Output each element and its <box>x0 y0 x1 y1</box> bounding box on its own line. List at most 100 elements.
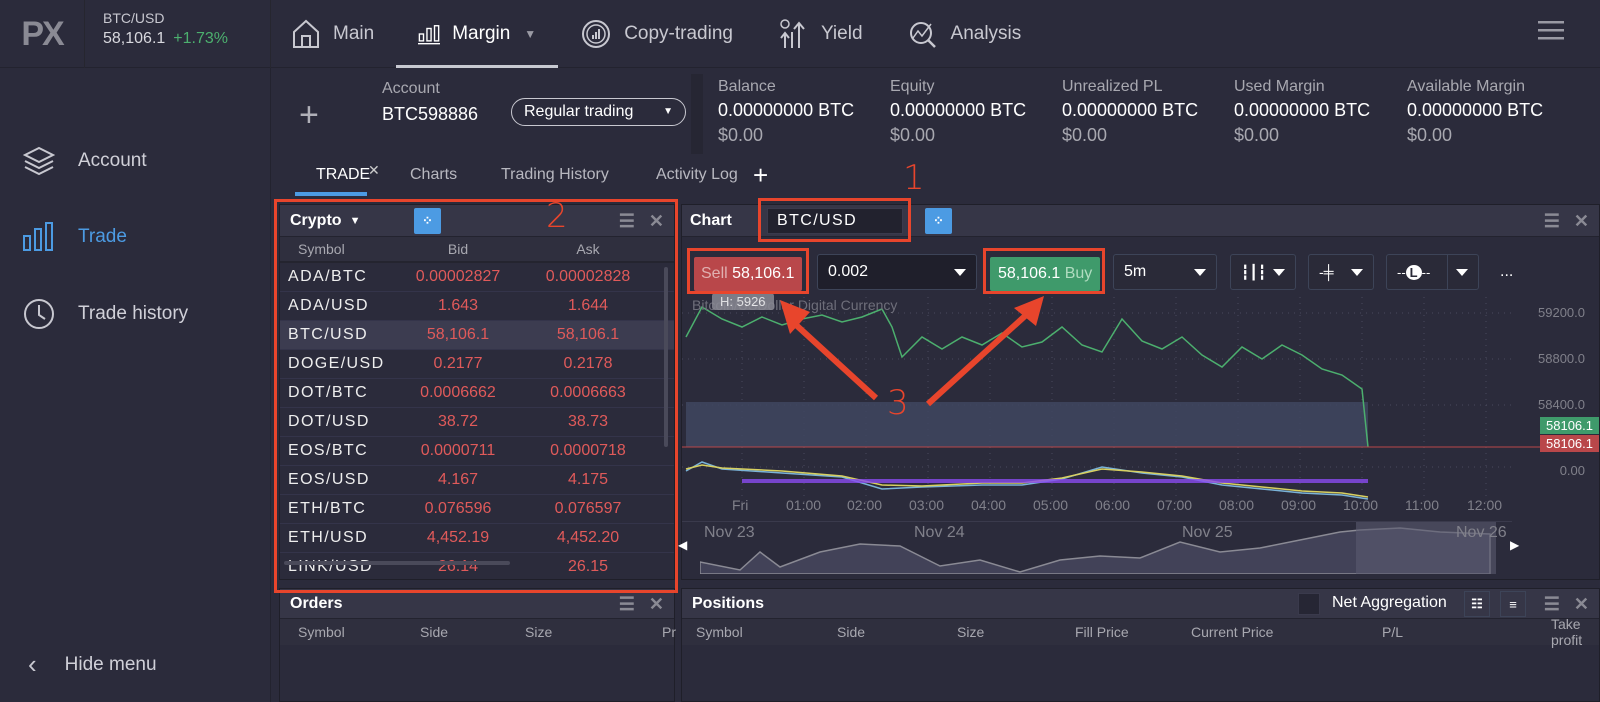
nav-analysis[interactable]: Analysis <box>885 0 1044 68</box>
chevron-down-icon: ▼ <box>524 27 537 41</box>
vertical-scrollbar[interactable] <box>664 267 668 447</box>
scroll-right-icon[interactable]: ▶ <box>1510 538 1520 552</box>
table-row[interactable]: BTC/USD 58,106.1 58,106.1 <box>280 321 674 350</box>
watchlist-panel: Crypto ▼ ⁘ ☰ ✕ Symbol Bid Ask ADA/BTC 0.00… <box>279 204 675 580</box>
tab-trading-history[interactable]: Trading History <box>501 166 609 183</box>
interval-select[interactable]: 5m <box>1113 254 1217 290</box>
ticker-change: +1.73% <box>173 30 228 47</box>
close-icon[interactable]: ✕ <box>1573 594 1589 614</box>
navigator-series <box>700 522 1496 574</box>
chart-navigator[interactable]: ◀ Nov 23 Nov 24 Nov 25 Nov 26 ▶ <box>678 521 1519 574</box>
chart-type-select[interactable]: ┇┃┇ <box>1230 254 1296 290</box>
col-ask[interactable]: Ask <box>576 241 600 257</box>
watchlist-category[interactable]: Crypto <box>290 211 342 229</box>
panel-menu-icon[interactable]: ☰ <box>618 594 635 614</box>
net-aggregation-checkbox[interactable] <box>1298 593 1320 615</box>
positions-header: Symbol Side Size Fill Price Current Pric… <box>682 616 1599 648</box>
caret-down-icon <box>954 269 966 276</box>
trading-mode-value: Regular trading <box>524 103 634 120</box>
annotation-box-sell <box>687 248 809 294</box>
tab-trade[interactable]: TRADE <box>316 166 371 183</box>
chart-title: Chart <box>690 211 732 229</box>
annotation-box-buy <box>983 248 1105 294</box>
close-icon[interactable]: ✕ <box>648 211 664 231</box>
buy-button[interactable]: 58,106.1 Buy <box>990 257 1100 291</box>
collapse-rows-icon[interactable]: ≡ <box>1500 591 1526 617</box>
close-icon[interactable]: ✕ <box>368 162 380 178</box>
trading-mode-select[interactable]: Regular trading ▼ <box>511 98 686 126</box>
table-row[interactable]: DOT/BTC 0.0006662 0.0006663 <box>280 379 674 408</box>
ticker[interactable]: BTC/USD 58,106.1 +1.73% <box>85 0 271 68</box>
symbol-value: BTC/USD <box>777 212 858 229</box>
table-row[interactable]: DOT/USD 38.72 38.73 <box>280 408 674 437</box>
expand-rows-icon[interactable]: ☷ <box>1464 591 1490 617</box>
table-row[interactable]: DOGE/USD 0.2177 0.2178 <box>280 350 674 379</box>
candlestick-icon: ┇┃┇ <box>1241 263 1267 280</box>
stat-equity: Equity 0.00000000 BTC $0.00 <box>890 78 1027 145</box>
table-row[interactable]: ETH/BTC 0.076596 0.076597 <box>280 495 674 524</box>
yield-icon <box>780 19 805 48</box>
link-icon[interactable]: ⁘ <box>925 208 952 234</box>
caret-down-icon <box>1194 269 1206 276</box>
sell-button[interactable]: Sell 58,106.1 <box>694 257 802 291</box>
sidebar-item-label: Trade <box>78 226 127 247</box>
ticker-symbol: BTC/USD <box>103 10 165 26</box>
nav-yield[interactable]: Yield <box>755 0 885 68</box>
sidebar-item-label: Trade history <box>78 303 189 324</box>
tooltip: H: 5926 <box>712 293 774 310</box>
hamburger-menu-icon[interactable] <box>1538 18 1564 42</box>
annotation-box-symbol <box>758 198 911 242</box>
nav-margin[interactable]: Margin ▼ <box>396 0 559 68</box>
col-symbol[interactable]: Symbol <box>298 241 345 257</box>
col-bid[interactable]: Bid <box>447 241 469 257</box>
workspace-tabs: TRADE ✕ Charts Trading History Activity … <box>271 158 1600 196</box>
annotation-number: 3 <box>887 383 909 423</box>
account-id: BTC598886 <box>382 104 479 124</box>
table-row[interactable]: ADA/BTC 0.00002827 0.00002828 <box>280 263 674 292</box>
horizontal-scrollbar[interactable] <box>284 561 510 565</box>
caret-down-icon <box>1351 269 1363 276</box>
quantity-select[interactable]: 0.002 <box>817 254 977 290</box>
indicators-select[interactable]: -╪ <box>1308 254 1374 290</box>
caret-down-icon <box>1456 269 1468 276</box>
link-icon[interactable]: ⁘ <box>414 208 441 234</box>
table-row[interactable]: EOS/BTC 0.0000711 0.0000718 <box>280 437 674 466</box>
bar-chart-icon <box>23 222 53 251</box>
table-row[interactable]: ADA/USD 1.643 1.644 <box>280 292 674 321</box>
hide-menu-button[interactable]: ‹ Hide menu <box>28 649 157 680</box>
sidebar-item-trade-history[interactable]: Trade history <box>22 297 188 331</box>
logo[interactable]: PX <box>0 0 85 68</box>
table-row[interactable]: ETH/USD 4,452.19 4,452.20 <box>280 524 674 553</box>
symbol-input[interactable]: BTC/USD <box>767 208 903 234</box>
close-icon[interactable]: ✕ <box>648 594 664 614</box>
panel-menu-icon[interactable]: ☰ <box>1543 211 1560 231</box>
panel-menu-icon[interactable]: ☰ <box>618 211 635 231</box>
nav-analysis-label: Analysis <box>950 23 1022 44</box>
drawing-tools-select[interactable]: -- L -- <box>1386 254 1479 290</box>
price-chart[interactable] <box>682 297 1599 517</box>
nav-date-label: Nov 25 <box>1182 524 1233 541</box>
add-account-button[interactable]: + <box>299 96 319 134</box>
sidebar-item-account[interactable]: Account <box>22 144 147 178</box>
tab-activity-log[interactable]: Activity Log <box>656 166 738 183</box>
bar-chart-icon <box>418 25 441 45</box>
positions-title: Positions <box>692 594 765 612</box>
table-row[interactable]: EOS/USD 4.167 4.175 <box>280 466 674 495</box>
nav-main[interactable]: Main <box>271 0 396 68</box>
ask-price-tag: 58106.1 <box>1540 417 1599 434</box>
stat-unrealized-pl: Unrealized PL 0.00000000 BTC $0.00 <box>1062 78 1199 145</box>
panel-menu-icon[interactable]: ☰ <box>1543 594 1560 614</box>
main-nav: Main Margin ▼ Copy-trading Yield Analysi… <box>271 0 1043 68</box>
add-tab-button[interactable]: + <box>753 160 769 190</box>
top-bar: PX BTC/USD 58,106.1 +1.73% Main Margin ▼ … <box>0 0 1600 68</box>
bid-price-tag: 58106.1 <box>1540 435 1599 452</box>
scroll-left-icon[interactable]: ◀ <box>678 538 688 552</box>
nav-copy-trading[interactable]: Copy-trading <box>558 0 755 68</box>
caret-down-icon[interactable]: ▼ <box>349 214 361 227</box>
sidebar-item-trade[interactable]: Trade <box>22 220 127 254</box>
tab-charts[interactable]: Charts <box>410 166 458 183</box>
y-axis-label: 0.00 <box>1559 463 1585 478</box>
close-icon[interactable]: ✕ <box>1573 211 1589 231</box>
clock-icon <box>24 299 54 329</box>
more-button[interactable]: ... <box>1500 263 1514 280</box>
